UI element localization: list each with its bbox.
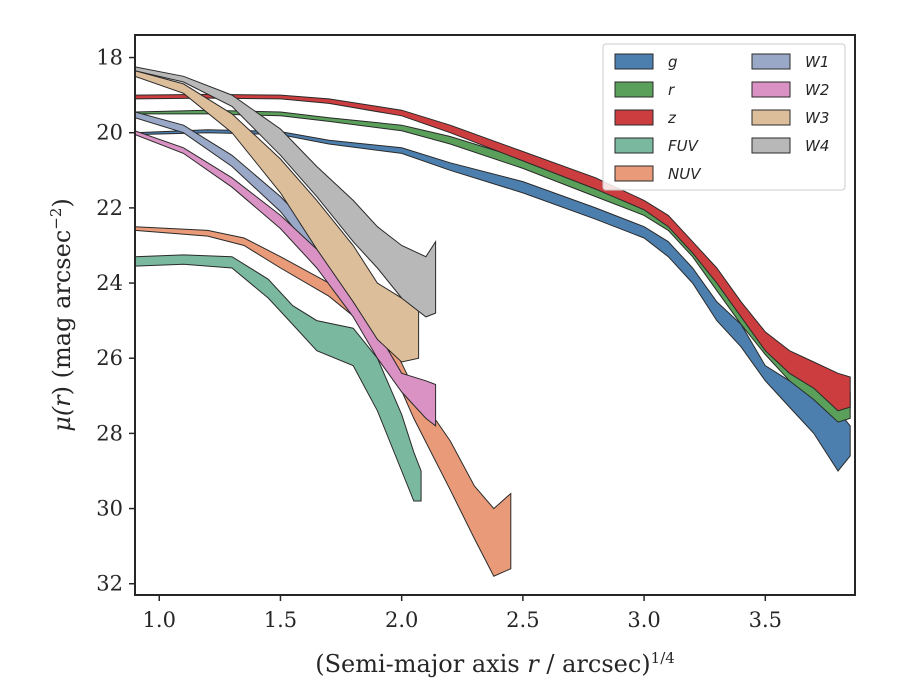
x-tick-label: 2.0: [385, 608, 418, 632]
legend-swatch-w1: [751, 53, 791, 70]
y-axis: 18 20 22 24 26 28 30 32: [96, 46, 135, 596]
legend-label-w2: W2: [805, 81, 829, 99]
legend-swatch-r: [614, 81, 654, 98]
x-tick-label: 1.0: [143, 608, 176, 632]
plot-frame: [134, 34, 856, 596]
legend-label-w3: W3: [805, 109, 829, 127]
y-tick-label: 20: [96, 121, 123, 145]
legend-swatch-w4: [751, 137, 791, 154]
y-tick-label: 26: [96, 346, 123, 370]
legend-label-nuv: NUV: [668, 165, 702, 183]
legend-swatch-fuv: [614, 137, 654, 154]
x-tick-label: 3.5: [749, 608, 782, 632]
y-tick-label: 18: [96, 46, 123, 70]
y-tick-label: 24: [96, 271, 123, 295]
legend-swatch-g: [614, 53, 654, 70]
legend-label-w4: W4: [805, 137, 829, 155]
x-tick-label: 1.5: [264, 608, 297, 632]
legend-label-w1: W1: [805, 53, 829, 71]
x-tick-label: 2.5: [506, 608, 539, 632]
legend-swatch-nuv: [614, 165, 654, 182]
y-tick-label: 28: [96, 421, 123, 445]
band-w2: [135, 130, 437, 427]
x-tick-label: 3.0: [627, 608, 660, 632]
y-tick-label: 22: [96, 196, 123, 220]
legend-label-fuv: FUV: [668, 137, 700, 155]
legend-label-r: r: [668, 81, 675, 99]
band-fuv: [135, 254, 422, 502]
band-w3: [135, 70, 420, 363]
band-g: [135, 129, 851, 472]
legend-swatch-w2: [751, 81, 791, 98]
y-tick-label: 32: [96, 572, 123, 596]
band-nuv: [135, 226, 512, 577]
band-z: [135, 93, 851, 412]
plot-area: [135, 66, 851, 577]
x-axis: 1.0 1.5 2.0 2.5 3.0 3.5: [143, 595, 782, 632]
legend: grz FUV NUV W1 W2 W3 W4: [602, 43, 846, 191]
legend-label-g: g: [668, 53, 678, 71]
band-w4: [135, 66, 437, 318]
legend-swatch-w3: [751, 109, 791, 126]
legend-swatch-z: [614, 109, 654, 126]
legend-label-z: z: [667, 109, 677, 127]
y-tick-label: 30: [96, 497, 123, 521]
x-axis-label: (Semi-major axis r / arcsec)1/4: [315, 649, 675, 678]
y-axis-label: μ(r) (mag arcsec−2): [47, 198, 76, 432]
